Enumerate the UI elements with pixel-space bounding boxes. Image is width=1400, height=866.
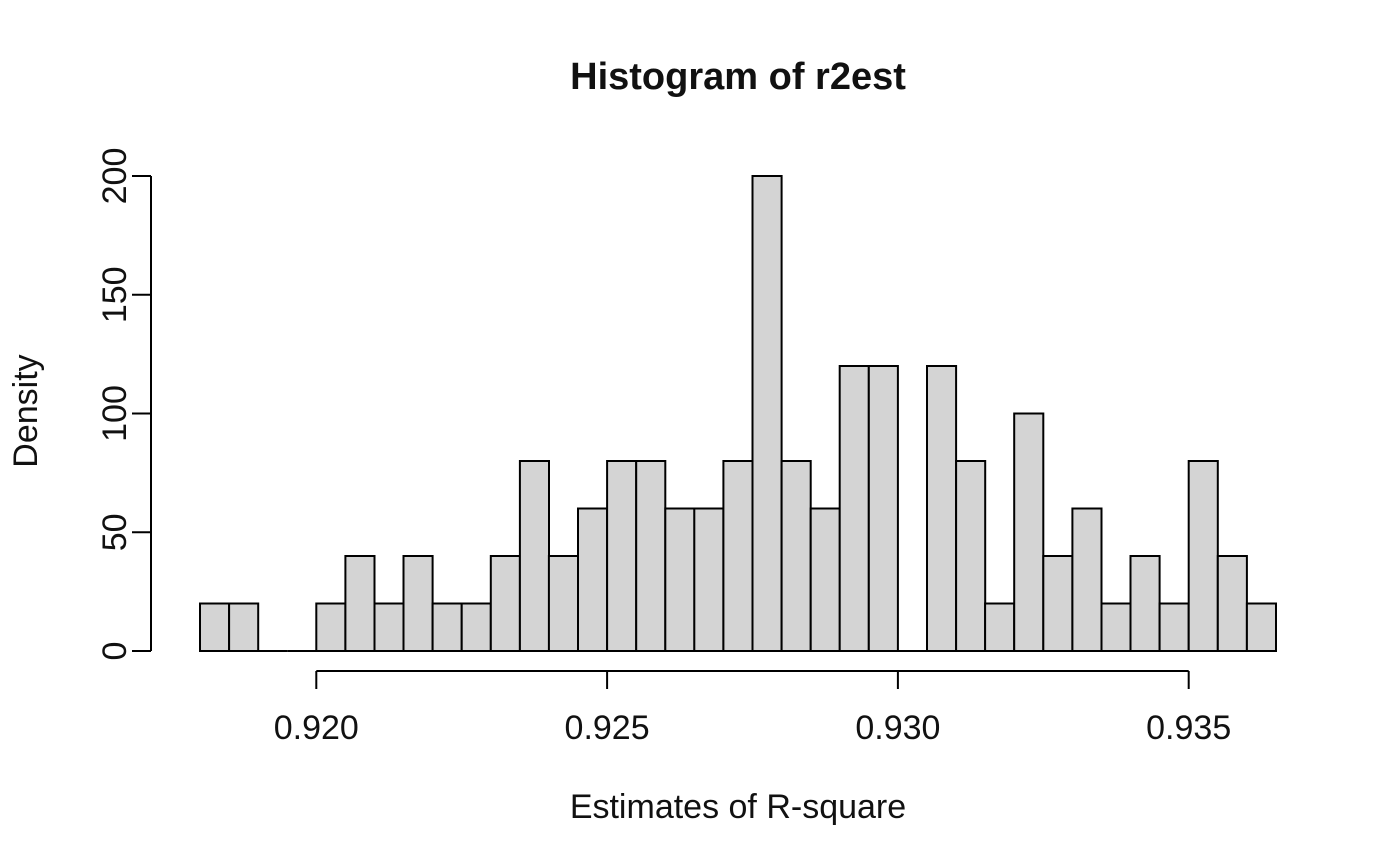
histogram-bar (867, 365, 899, 652)
histogram-bar (751, 175, 783, 652)
histogram-bar (547, 555, 580, 652)
y-tick-label: 50 (96, 513, 134, 551)
histogram-bar (518, 460, 551, 652)
histogram-bar (373, 602, 405, 652)
histogram-bar (1216, 555, 1248, 652)
histogram-bar (809, 507, 841, 652)
histogram-bar (1187, 460, 1219, 652)
histogram-bar (984, 602, 1016, 652)
histogram-bar (460, 602, 492, 652)
x-tick-label: 0.935 (1146, 709, 1231, 747)
histogram-bar (1158, 602, 1190, 652)
histogram-bar (838, 365, 870, 652)
histogram-bars (199, 175, 1278, 652)
histogram-bar (199, 602, 231, 652)
histogram-bar (1129, 555, 1161, 652)
histogram-bar (577, 507, 609, 652)
histogram-bar (489, 555, 521, 652)
x-tick-label: 0.930 (855, 709, 940, 747)
histogram-bar (431, 602, 463, 652)
y-tick-label: 100 (96, 385, 134, 442)
histogram-bar (693, 507, 725, 652)
x-axis-ticks: 0.920 0.925 0.930 0.935 (274, 671, 1231, 747)
histogram-bar (722, 460, 754, 652)
y-axis-ticks: 0 50 100 150 200 (96, 148, 151, 661)
x-tick-label: 0.920 (274, 709, 359, 747)
y-tick-label: 0 (96, 642, 134, 661)
histogram-bar (780, 460, 812, 652)
histogram-bar (402, 555, 434, 652)
histogram-bar (635, 460, 667, 652)
histogram-bar (664, 507, 696, 652)
histogram-bar (926, 365, 958, 652)
histogram-bar (1042, 555, 1074, 652)
y-tick-label: 150 (96, 266, 134, 323)
y-tick-label: 200 (96, 148, 134, 205)
histogram-bar (1013, 412, 1045, 652)
x-tick-label: 0.925 (565, 709, 650, 747)
chart-title: Histogram of r2est (570, 56, 906, 98)
histogram-bar (315, 602, 347, 652)
histogram-bar (1100, 602, 1132, 652)
histogram-bar (955, 460, 987, 652)
histogram-bar (1071, 507, 1103, 652)
x-axis-label: Estimates of R-square (569, 788, 907, 826)
histogram-bar (228, 602, 260, 652)
histogram-bar (1245, 602, 1278, 652)
histogram-bar (344, 555, 376, 652)
histogram-bar (606, 460, 638, 652)
